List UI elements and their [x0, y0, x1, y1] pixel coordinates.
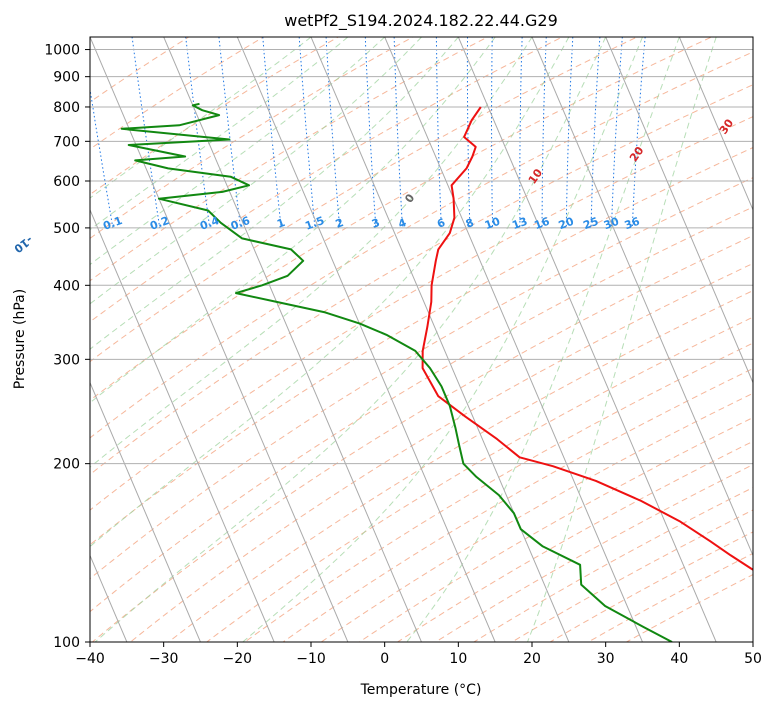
- moist-adiabat-line: [90, 37, 386, 266]
- mixing-ratio-line: [541, 37, 547, 228]
- isotherm-line: [236, 37, 496, 642]
- y-axis-label: Pressure (hPa): [12, 289, 28, 389]
- dry-adiabat-line: [90, 84, 753, 476]
- dry-adiabat-line: [90, 116, 753, 511]
- isotherm-line: [531, 37, 753, 557]
- y-tick-label: 500: [53, 221, 80, 237]
- dry-adiabat-line: [472, 486, 753, 642]
- mixing-ratio-label: 13: [510, 215, 529, 232]
- isotherm-line: [605, 37, 753, 384]
- moist-adiabat-line: [242, 37, 643, 642]
- mixing-ratio-label: 20: [557, 215, 576, 233]
- dry-adiabat-line: [90, 37, 564, 323]
- x-tick-label: 50: [744, 651, 762, 667]
- isotherm-line: [310, 37, 570, 642]
- dry-adiabat-line: [90, 37, 414, 239]
- moist-adiabat-line: [527, 37, 717, 642]
- y-tick-label: 800: [53, 100, 80, 116]
- plot-background: [90, 37, 753, 642]
- mixing-ratio-label: 6: [435, 216, 447, 231]
- isotherm-line: [163, 37, 423, 642]
- chart-title: wetPf2_S194.2024.182.22.44.G29: [284, 11, 558, 31]
- x-tick-label: 20: [523, 651, 541, 667]
- dry-adiabat-line: [91, 234, 753, 642]
- x-tick-label: −20: [223, 651, 253, 667]
- x-tick-label: −40: [75, 651, 105, 667]
- moist-adiabat-line: [406, 37, 680, 642]
- x-tick-label: 0: [380, 651, 389, 667]
- mixing-ratio-line: [393, 37, 403, 228]
- dry-adiabat-line: [511, 509, 753, 642]
- mixing-ratio-label: 3: [370, 216, 382, 231]
- temperature-trace: [421, 106, 753, 571]
- dry-adiabat-line: [244, 342, 753, 642]
- mixing-ratio-label: 0.4: [198, 214, 221, 233]
- moist-adiabat-line: [94, 37, 607, 642]
- mixing-ratio-label: 25: [581, 215, 600, 232]
- x-axis-label: Temperature (°C): [360, 682, 482, 698]
- mixing-ratio-line: [590, 37, 601, 228]
- mixing-ratio-label: 36: [623, 215, 642, 233]
- moist-adiabat-line: [90, 37, 312, 199]
- moist-adiabat-line: [90, 37, 533, 468]
- isotherm-line: [457, 37, 717, 642]
- y-tick-label: 900: [53, 70, 80, 86]
- dewpoint-trace: [120, 102, 673, 642]
- mixing-ratio-label: 30: [602, 215, 621, 233]
- y-tick-label: 400: [53, 278, 80, 294]
- mixing-ratio-label: 8: [464, 216, 476, 231]
- dry-adiabat-line: [90, 37, 340, 196]
- dry-adiabat-line: [205, 316, 753, 642]
- y-tick-label: 300: [53, 352, 80, 368]
- isotherm-line: [90, 208, 275, 642]
- mixing-ratio-label: 1: [275, 216, 287, 231]
- dry-adiabat-line: [90, 177, 753, 580]
- mixing-ratio-label: 0.6: [229, 214, 252, 233]
- dry-adiabat-line: [167, 290, 753, 642]
- mixing-ratio-label: 4: [397, 216, 409, 231]
- x-tick-label: 10: [449, 651, 467, 667]
- mixing-ratio-line: [611, 37, 623, 228]
- dry-adiabat-line: [90, 37, 713, 401]
- mixing-ratio-label: 1.5: [303, 214, 326, 233]
- moist-adiabat-line: [90, 37, 570, 548]
- plot-frame: [89, 36, 754, 643]
- mixing-ratio-label: 16: [532, 215, 551, 233]
- mixing-ratio-line: [466, 37, 471, 228]
- mixing-ratio-label: 0.2: [148, 214, 171, 233]
- mixing-ratio-label: 2: [334, 216, 346, 231]
- dry-adiabat-line: [549, 531, 753, 642]
- mixing-ratio-line: [364, 37, 377, 228]
- y-tick-label: 1000: [44, 43, 80, 59]
- y-tick-label: 600: [53, 174, 80, 190]
- x-tick-label: 40: [670, 651, 688, 667]
- mixing-ratio-label: 0.1: [101, 214, 124, 233]
- mixing-ratio-line: [435, 37, 442, 228]
- mixing-ratio-line: [519, 37, 523, 228]
- dry-adiabat-line: [129, 262, 753, 642]
- x-tick-label: −30: [149, 651, 179, 667]
- y-tick-label: 100: [53, 635, 80, 651]
- x-tick-label: 30: [597, 651, 615, 667]
- dry-adiabat-label: -10: [11, 233, 35, 256]
- dry-adiabat-line: [90, 206, 753, 613]
- dry-adiabat-line: [90, 37, 639, 363]
- x-tick-label: −10: [296, 651, 326, 667]
- mixing-ratio-line: [491, 37, 494, 228]
- mixing-ratio-line: [325, 37, 341, 228]
- isotherm-line: [384, 37, 644, 642]
- moist-adiabat-line: [90, 37, 459, 350]
- y-tick-label: 700: [53, 134, 80, 150]
- mixing-ratio-label: 10: [483, 215, 502, 233]
- y-tick-label: 200: [53, 457, 80, 473]
- isotherm-line: [0, 25, 59, 655]
- isotherm-line: [90, 381, 202, 642]
- mixing-ratio-line: [565, 37, 574, 228]
- isotherm-line: [678, 37, 753, 212]
